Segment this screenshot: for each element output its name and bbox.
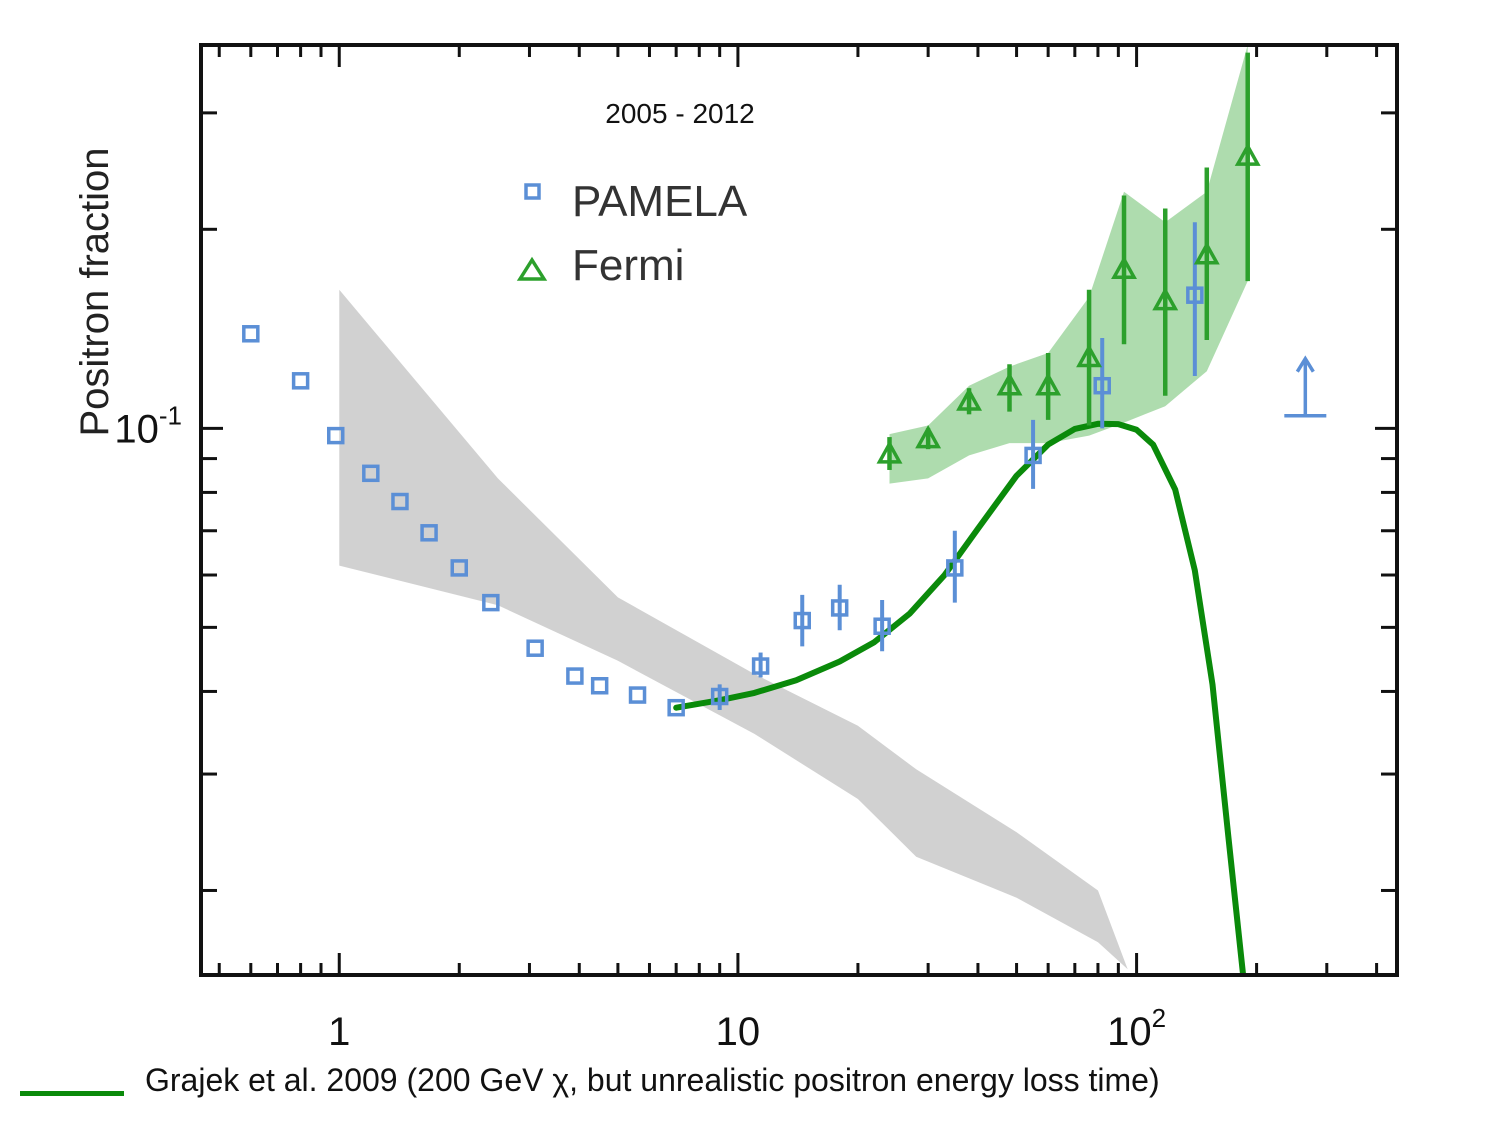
fermi-band bbox=[889, 45, 1248, 484]
legend-pamela-label: PAMELA bbox=[572, 177, 748, 226]
pamela-lower-limit-arrowhead bbox=[1295, 355, 1315, 373]
gray-band bbox=[339, 289, 1128, 970]
pamela-point bbox=[1024, 446, 1042, 465]
pamela-point bbox=[751, 657, 770, 675]
legend-fermi-label: Fermi bbox=[572, 241, 684, 290]
fermi-point bbox=[1193, 241, 1220, 265]
pamela-point bbox=[566, 667, 584, 685]
pamela-point bbox=[628, 686, 647, 704]
pamela-point bbox=[946, 559, 964, 577]
pamela-point bbox=[873, 617, 891, 635]
pamela-point bbox=[667, 698, 685, 717]
pamela-point bbox=[291, 372, 310, 390]
y-tick-label: 10-1 bbox=[114, 400, 182, 451]
axis-tick-labels: 1 10 102 10-1 bbox=[114, 400, 1166, 1054]
x-tick-label: 10 bbox=[716, 1010, 761, 1054]
pamela-point bbox=[793, 611, 812, 630]
fermi-point bbox=[915, 424, 942, 449]
pamela-point bbox=[450, 559, 469, 577]
model-curve-layer bbox=[673, 420, 1247, 975]
pamela-point bbox=[526, 639, 544, 657]
axis-ticks bbox=[201, 45, 1397, 975]
fermi-point bbox=[1076, 343, 1103, 368]
fermi-point bbox=[1152, 287, 1179, 311]
pamela-point bbox=[327, 426, 345, 445]
model-curve bbox=[673, 420, 1247, 975]
fermi-point bbox=[956, 387, 983, 411]
pamela-point bbox=[391, 492, 409, 511]
fermi-point bbox=[876, 440, 903, 464]
pamela-point bbox=[590, 677, 609, 695]
positron-fraction-chart: 1 10 102 10-1 Positron fraction 2005 - 2012… bbox=[73, 43, 1399, 1054]
pamela-point bbox=[710, 687, 729, 706]
legend: PAMELA Fermi bbox=[516, 177, 748, 290]
pamela-point bbox=[482, 593, 500, 612]
plot-frame bbox=[199, 43, 1399, 977]
pamela-point bbox=[242, 325, 260, 343]
uncertainty-bands bbox=[339, 45, 1248, 970]
chart-subtitle: 2005 - 2012 bbox=[605, 98, 754, 129]
legend-fermi-marker bbox=[516, 256, 548, 281]
pamela-point bbox=[1093, 376, 1111, 395]
caption-line-swatch bbox=[20, 1091, 124, 1096]
y-axis-label: Positron fraction bbox=[73, 147, 117, 436]
pamela-point bbox=[420, 524, 438, 542]
markers-layer bbox=[242, 142, 1327, 717]
x-tick-label: 1 bbox=[328, 1010, 350, 1054]
fermi-point bbox=[1111, 255, 1137, 280]
pamela-point bbox=[1186, 286, 1204, 304]
fermi-point bbox=[996, 372, 1023, 396]
fermi-point bbox=[1035, 372, 1062, 396]
caption: Grajek et al. 2009 (200 GeV χ, but unrea… bbox=[12, 1062, 1492, 1112]
fermi-point bbox=[1234, 142, 1261, 166]
pamela-point bbox=[362, 464, 380, 483]
legend-pamela-marker bbox=[524, 183, 541, 200]
pamela-point bbox=[830, 599, 849, 617]
caption-text: Grajek et al. 2009 (200 GeV χ, but unrea… bbox=[145, 1062, 1160, 1098]
x-tick-label: 102 bbox=[1107, 1003, 1166, 1054]
